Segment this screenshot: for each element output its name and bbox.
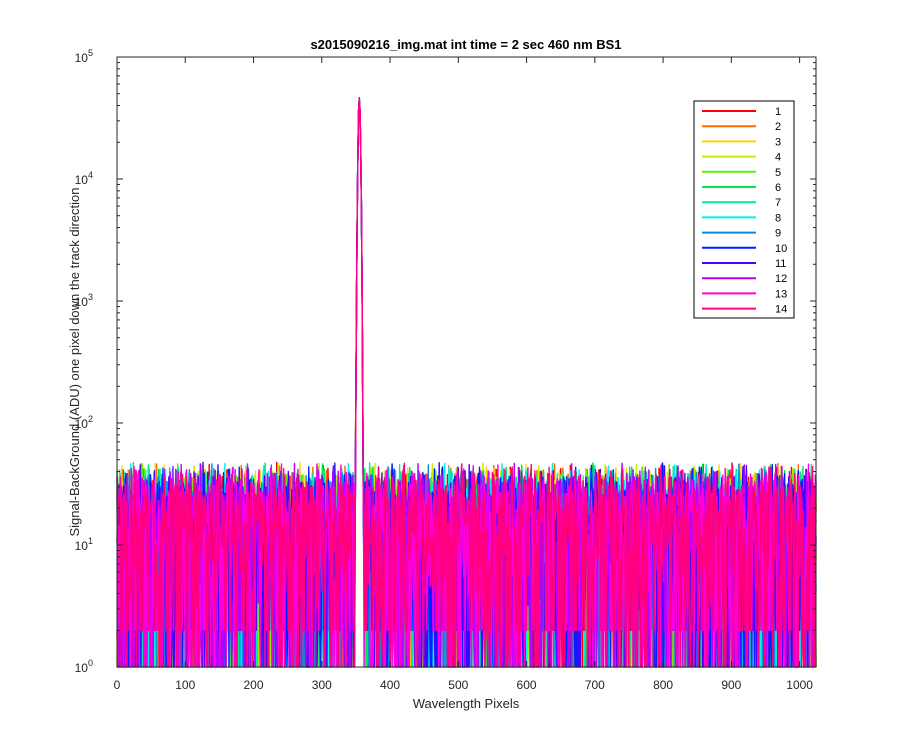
- y-tick-exp: 4: [88, 170, 93, 180]
- legend-box: [693, 100, 795, 319]
- x-tick-label: 1000: [786, 678, 813, 692]
- x-tick-label: 800: [653, 678, 673, 692]
- y-tick-base: 10: [75, 417, 89, 431]
- y-tick-base: 10: [75, 173, 89, 187]
- y-tick-label: 104: [75, 170, 93, 187]
- legend-label-10: 10: [775, 243, 787, 255]
- y-tick-label: 100: [75, 658, 93, 675]
- y-tick-label: 102: [75, 414, 93, 431]
- y-tick-exp: 0: [88, 658, 93, 668]
- legend-label-13: 13: [775, 288, 787, 300]
- axes-box: [116, 56, 817, 668]
- series-13-line: [116, 100, 817, 668]
- y-tick-label: 101: [75, 536, 93, 553]
- x-axis-label: Wavelength Pixels: [413, 696, 520, 711]
- y-tick-label: 105: [75, 48, 93, 65]
- chart-title: s2015090216_img.mat int time = 2 sec 460…: [310, 37, 621, 52]
- legend-label-11: 11: [775, 258, 786, 270]
- y-tick-base: 10: [75, 661, 89, 675]
- x-tick-label: 900: [721, 678, 741, 692]
- x-tick-label: 300: [312, 678, 332, 692]
- legend-label-7: 7: [775, 197, 781, 209]
- legend-label-1: 1: [775, 106, 781, 118]
- legend-label-3: 3: [775, 136, 781, 148]
- x-tick-label: 700: [585, 678, 605, 692]
- legend-label-8: 8: [775, 212, 781, 224]
- series-14-line: [116, 98, 817, 668]
- x-tick-label: 500: [448, 678, 468, 692]
- y-tick-base: 10: [75, 539, 89, 553]
- y-tick-exp: 2: [88, 414, 93, 424]
- legend-label-14: 14: [775, 304, 787, 316]
- y-tick-base: 10: [75, 51, 89, 65]
- y-tick-label: 103: [75, 292, 93, 309]
- y-axis-label: Signal-BackGround (ADU) one pixel down t…: [67, 187, 82, 536]
- x-tick-label: 200: [244, 678, 264, 692]
- legend-label-2: 2: [775, 121, 781, 133]
- legend-label-4: 4: [775, 152, 781, 164]
- x-tick-label: 600: [517, 678, 537, 692]
- legend-label-5: 5: [775, 167, 781, 179]
- legend-label-6: 6: [775, 182, 781, 194]
- y-tick-exp: 3: [88, 292, 93, 302]
- x-tick-label: 0: [114, 678, 121, 692]
- ticks-layer: 0 100 200 300 400 500 600 700 800 900 100010010110…: [75, 48, 816, 692]
- y-tick-exp: 1: [88, 536, 93, 546]
- legend-label-12: 12: [775, 273, 787, 285]
- y-tick-base: 10: [75, 295, 89, 309]
- x-tick-label: 400: [380, 678, 400, 692]
- series-layer: [116, 96, 817, 668]
- x-tick-label: 100: [175, 678, 195, 692]
- y-tick-exp: 5: [88, 48, 93, 58]
- legend-label-9: 9: [775, 228, 781, 240]
